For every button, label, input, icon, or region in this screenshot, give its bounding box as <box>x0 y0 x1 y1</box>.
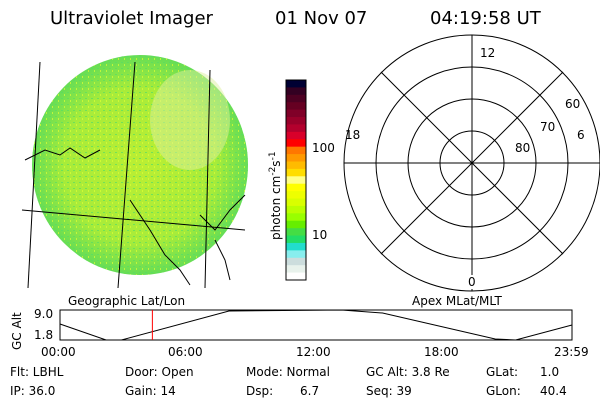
alt-ytick-max: 9.0 <box>34 307 54 321</box>
colorbar-swatch <box>286 176 306 185</box>
altitude-curve <box>59 309 573 341</box>
date-label: 01 Nov 07 <box>275 8 368 29</box>
uv-image <box>32 55 248 275</box>
seq-status: Seq: 39 <box>366 384 412 398</box>
colorbar-swatch <box>286 257 306 266</box>
ring-label-70: 70 <box>540 120 556 134</box>
geographic-label: Geographic Lat/Lon <box>68 294 186 308</box>
colorbar-swatch <box>286 102 306 111</box>
colorbar-swatch <box>286 235 306 244</box>
mlt-label-12: 12 <box>480 46 496 60</box>
colorbar-swatch <box>286 94 306 103</box>
colorbar-swatch <box>286 131 306 140</box>
glon-label: GLon: <box>486 384 521 398</box>
apex-label: Apex MLat/MLT <box>412 294 502 308</box>
colorbar-swatch <box>286 87 306 96</box>
colorbar-swatch <box>286 80 306 88</box>
xtick-6: 06:00 <box>168 345 203 359</box>
dsp-label: Dsp: <box>246 384 274 398</box>
colorbar-swatch <box>286 205 306 214</box>
altitude-plot <box>59 309 573 341</box>
xtick-12: 12:00 <box>296 345 331 359</box>
xtick-18: 18:00 <box>424 345 459 359</box>
polar-grid <box>343 34 600 292</box>
colorbar-swatch <box>286 124 306 133</box>
ip-status: IP: 36.0 <box>10 384 56 398</box>
xtick-2359: 23:59 <box>554 345 589 359</box>
xtick-0: 00:00 <box>41 345 76 359</box>
instrument-title: Ultraviolet Imager <box>50 8 213 29</box>
mlt-label-0: 0 <box>468 275 476 289</box>
colorbar-swatch <box>286 220 306 229</box>
glat-value: 1.0 <box>540 365 560 379</box>
colorbar-swatch <box>286 198 306 207</box>
colorbar-swatch <box>286 228 306 237</box>
colorbar-swatch <box>286 161 306 170</box>
colorbar-swatch <box>286 109 306 118</box>
glon-value: 40.4 <box>540 384 567 398</box>
colorbar-tick-10: 10 <box>312 228 328 242</box>
alt-ylabel: GC Alt <box>10 312 24 350</box>
glat-label: GLat: <box>486 365 519 379</box>
colorbar-label: photon cm-2s-1 <box>268 151 283 240</box>
colorbar-swatch <box>286 168 306 177</box>
mode-status: Mode: Normal <box>246 365 330 379</box>
mlt-label-18: 18 <box>345 128 361 142</box>
colorbar-swatch <box>286 242 306 251</box>
colorbar-label-exp2: -1 <box>268 151 278 161</box>
filter-status: Flt: LBHL <box>10 365 64 379</box>
colorbar-swatch <box>286 213 306 222</box>
colorbar-swatch <box>286 117 306 125</box>
mlt-label-6: 6 <box>577 128 585 142</box>
colorbar-swatch <box>286 250 306 259</box>
colorbar-swatch <box>286 139 306 148</box>
geographic-grid <box>21 61 246 289</box>
colorbar-swatch <box>286 191 306 200</box>
gain-status: Gain: 14 <box>125 384 176 398</box>
colorbar-label-s: s <box>269 160 283 167</box>
dsp-value: 6.7 <box>300 384 320 398</box>
colorbar-frame <box>285 79 307 281</box>
colorbar-swatch <box>286 154 306 162</box>
time-label: 04:19:58 UT <box>430 8 541 29</box>
colorbar-swatch <box>286 146 306 155</box>
door-status: Door: Open <box>125 365 194 379</box>
colorbar-label-main: photon cm <box>269 175 283 240</box>
ring-label-80: 80 <box>515 141 531 155</box>
colorbar <box>285 79 307 281</box>
colorbar-label-exp1: -2 <box>268 166 278 176</box>
colorbar-tick-100: 100 <box>312 141 335 155</box>
colorbar-swatch <box>286 272 306 281</box>
alt-ytick-min: 1.8 <box>34 328 54 342</box>
colorbar-swatch <box>286 183 306 192</box>
gcalt-status: GC Alt: 3.8 Re <box>366 365 450 379</box>
ring-label-60: 60 <box>565 97 581 111</box>
colorbar-swatch <box>286 265 306 274</box>
